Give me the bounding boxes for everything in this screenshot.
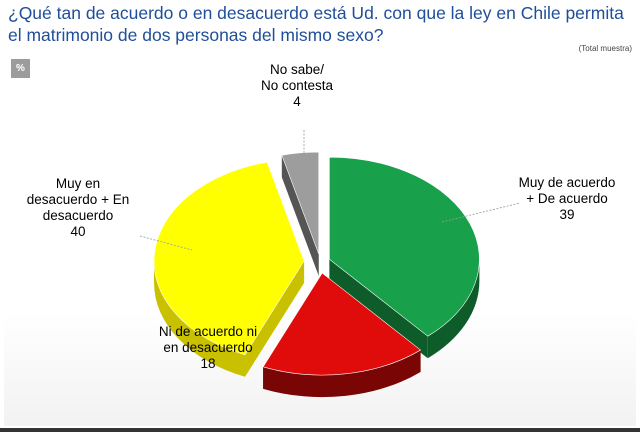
pie-slice-side-1: [263, 350, 421, 398]
leader-line-2: [139, 235, 193, 251]
chart-title: ¿Qué tan de acuerdo o en desacuerdo está…: [8, 3, 624, 45]
pie-slice-1: [262, 272, 422, 376]
slice-label-line-1-0: Ni de acuerdo ni: [159, 324, 257, 339]
pie-slice-2: [153, 161, 305, 356]
pie-slice-side-2: [154, 261, 246, 377]
slice-label-3: No sabe/No contesta 4: [261, 62, 334, 109]
slice-label-2: Muy en desacuerdo + En desacuerdo 40: [27, 176, 129, 239]
slice-label-0: Muy de acuerdo + De acuerdo 39: [519, 175, 616, 222]
leader-line-0: [441, 202, 521, 223]
pie-slice-side-0: [427, 259, 480, 359]
pie-slice-0: [329, 156, 480, 337]
slice-label-line-0-1: + De acuerdo: [526, 191, 607, 206]
percent-badge: %: [11, 59, 30, 78]
pie-slice-cut-0-1: [329, 259, 428, 359]
slice-label-line-3-1: No contesta: [261, 78, 334, 93]
pie-slice-3: [281, 151, 320, 255]
pie-slice-cut-3-0: [281, 155, 319, 277]
slice-label-line-2-0: Muy en: [56, 176, 100, 191]
bottom-border: [0, 428, 640, 432]
slice-value-2: 40: [70, 224, 85, 239]
slice-label-line-1-1: en desacuerdo: [163, 340, 252, 355]
slice-label-line-2-2: desacuerdo: [43, 208, 114, 223]
slice-value-0: 39: [559, 207, 574, 222]
slice-value-1: 18: [200, 356, 215, 371]
slice-label-line-3-0: No sabe/: [270, 62, 324, 77]
slice-label-line-0-0: Muy de acuerdo: [519, 175, 616, 190]
pie-slice-cut-2-0: [245, 261, 305, 377]
slice-value-3: 4: [293, 94, 301, 109]
slice-label-line-2-1: desacuerdo + En: [27, 192, 129, 207]
slice-label-1: Ni de acuerdo ni en desacuerdo 18: [159, 324, 257, 371]
sample-note: (Total muestra): [578, 44, 632, 53]
